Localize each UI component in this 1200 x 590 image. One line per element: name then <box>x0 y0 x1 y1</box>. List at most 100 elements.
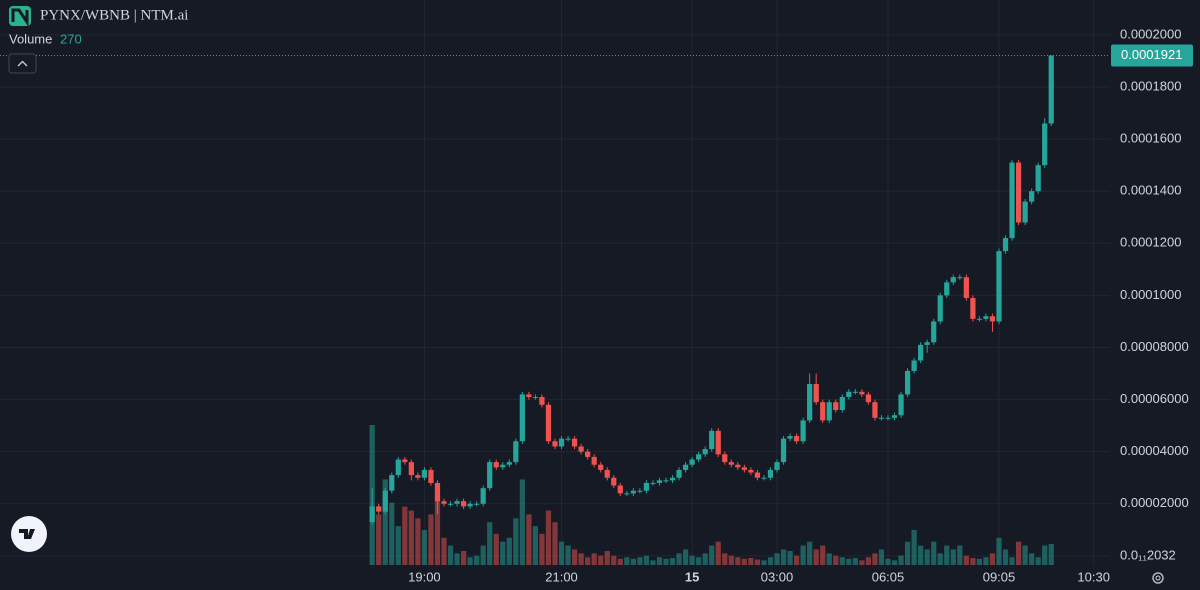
volume-bar <box>715 541 721 565</box>
candle-body <box>774 462 780 470</box>
volume-bar <box>434 495 441 565</box>
volume-bar <box>545 510 552 565</box>
candle-body <box>846 391 852 397</box>
volume-bar <box>904 541 911 565</box>
logo <box>9 6 31 27</box>
candle-body <box>957 277 963 279</box>
volume-bar <box>474 555 480 565</box>
candle-body <box>526 394 532 397</box>
x-tick-label: 15 <box>685 569 699 584</box>
volume-bar <box>421 530 428 565</box>
y-tick-label: 0.0001000 <box>1120 287 1181 302</box>
y-tick-label: 0.0001400 <box>1120 183 1181 198</box>
y-tick-label: 0.0001800 <box>1120 78 1181 93</box>
volume-bar <box>735 557 741 565</box>
volume-bar <box>702 553 708 565</box>
settings-icon[interactable] <box>1152 572 1164 584</box>
candle-body <box>611 477 617 486</box>
volume-bar <box>578 553 584 565</box>
candle-body <box>1022 201 1028 223</box>
candle-body <box>891 415 898 418</box>
volume-bar <box>460 551 467 565</box>
volume-bar <box>852 558 858 565</box>
volume-bar <box>839 557 845 565</box>
volume-bar <box>519 479 525 565</box>
candle-body <box>826 402 832 421</box>
volume-bar <box>558 541 565 565</box>
candle-body <box>1035 165 1041 192</box>
tv-logo[interactable] <box>11 516 47 552</box>
volume-bar <box>441 537 447 565</box>
volume-bar <box>376 514 382 565</box>
candle-body <box>1009 162 1015 239</box>
candle-body <box>460 501 467 507</box>
volume-bar <box>676 553 682 565</box>
volume-bar <box>937 553 943 565</box>
candle-body <box>395 459 401 476</box>
volume-bar <box>696 557 702 565</box>
volume-bar <box>1048 544 1054 565</box>
volume-bar <box>885 558 891 565</box>
y-tick-label: 0.00006000 <box>1120 391 1189 406</box>
candle-body <box>441 501 447 504</box>
candle-body <box>545 404 552 442</box>
candle-body <box>637 490 643 492</box>
volume-bar <box>604 551 610 565</box>
volume-bar <box>748 558 754 565</box>
candle-body <box>474 503 480 505</box>
candle-body <box>852 391 858 393</box>
volume-bar <box>898 555 904 565</box>
candle-body <box>630 490 636 494</box>
volume-bar <box>820 545 826 565</box>
candle-body <box>415 475 421 478</box>
volume-bar <box>1035 557 1041 565</box>
volume-bar <box>637 557 643 565</box>
candle-body <box>493 462 499 468</box>
candle-body <box>454 501 460 504</box>
candle-body <box>793 436 800 442</box>
candle-body <box>709 430 715 450</box>
candle-body <box>480 488 486 504</box>
y-tick-label: 0.0₁₁2032 <box>1120 547 1176 562</box>
candle-body <box>937 295 943 322</box>
volume-bar <box>682 549 689 565</box>
candle-body <box>728 462 734 465</box>
candle-body <box>1048 55 1054 124</box>
volume-bar <box>754 559 761 565</box>
candle-body <box>428 469 434 483</box>
volume-bar <box>487 522 493 565</box>
candle-body <box>682 464 689 470</box>
candle-body <box>421 469 428 478</box>
x-tick-label: 06:05 <box>872 569 905 584</box>
volume-label: Volume <box>9 31 52 46</box>
volume-bar <box>826 553 832 565</box>
candle-body <box>839 396 845 411</box>
candle-body <box>663 480 669 482</box>
volume-bar <box>506 537 512 565</box>
volume-bar <box>532 526 539 565</box>
collapse-button[interactable] <box>8 53 37 74</box>
candle-body <box>513 441 519 463</box>
candle-body <box>800 420 806 442</box>
volume-bar <box>611 555 617 565</box>
candle-body <box>976 318 983 320</box>
candle-body <box>643 482 650 491</box>
volume-bar <box>846 558 852 565</box>
volume-bar <box>787 551 793 565</box>
last-price-label: 0.0001921 <box>1121 47 1182 62</box>
volume-bar <box>989 553 996 565</box>
candle-body <box>702 449 708 455</box>
volume-bar <box>454 553 460 565</box>
candle-body <box>911 360 917 371</box>
volume-bar <box>493 533 499 565</box>
candle-body <box>989 316 996 322</box>
volume-bar <box>780 549 787 565</box>
candle-body <box>487 462 493 489</box>
candle-body <box>872 402 878 418</box>
candle-body <box>996 251 1002 322</box>
candle-body <box>408 462 414 476</box>
candle-body <box>885 417 891 419</box>
candle-body <box>813 383 819 403</box>
volume-bar <box>447 545 454 565</box>
